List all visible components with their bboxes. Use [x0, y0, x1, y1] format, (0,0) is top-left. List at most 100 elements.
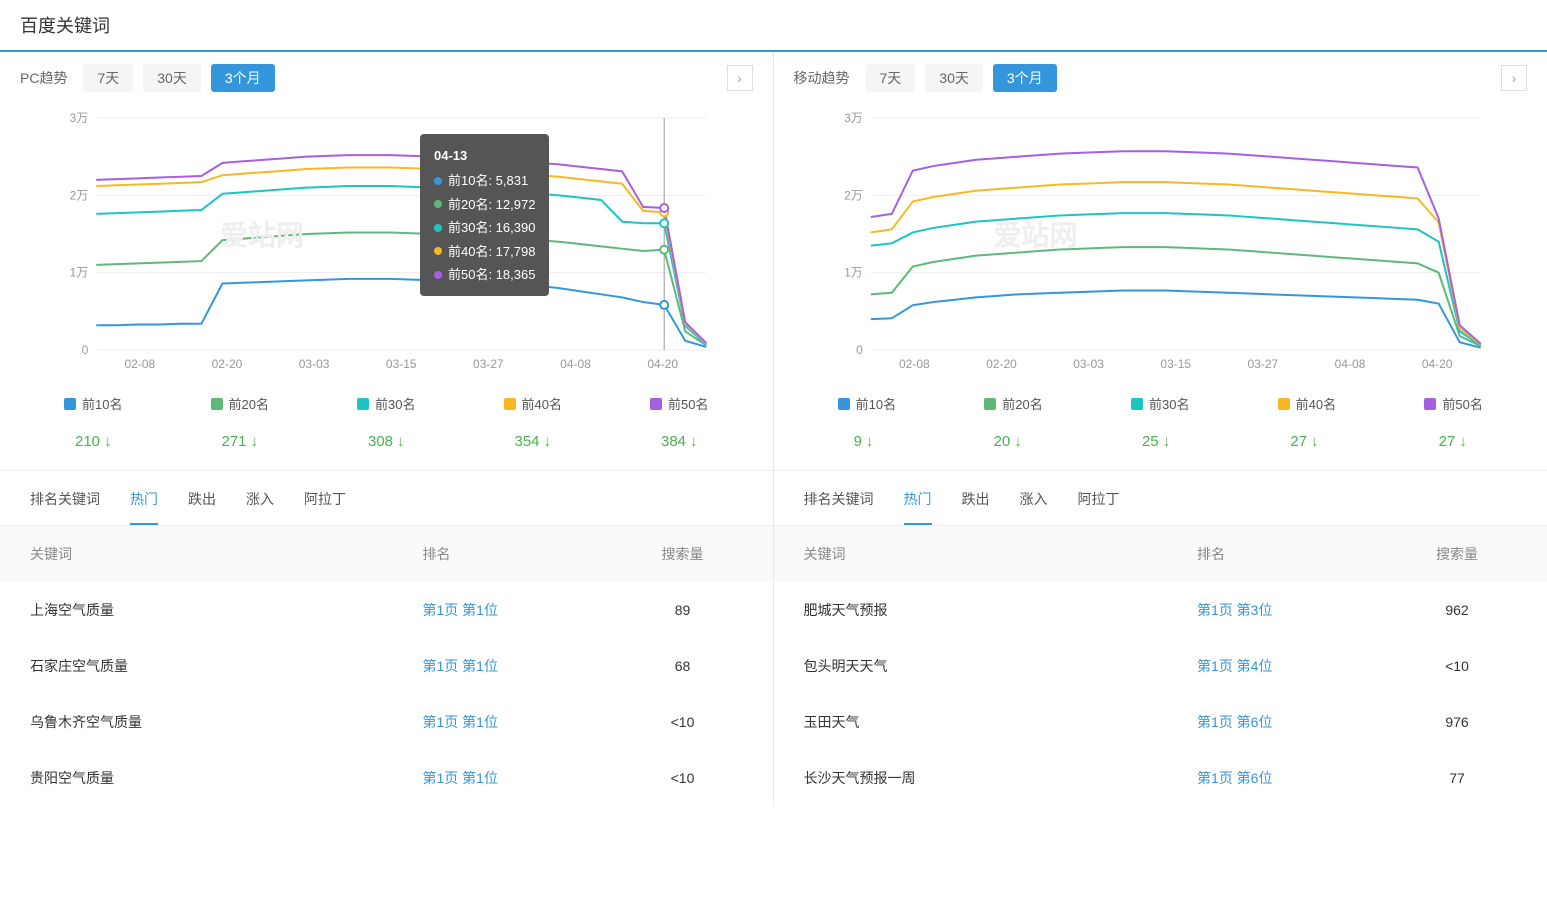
- mobile-delta-3: 27: [1290, 433, 1318, 450]
- svg-text:03-27: 03-27: [1247, 357, 1278, 371]
- mobile-legend-2[interactable]: 前30名: [1131, 394, 1189, 413]
- rank-link[interactable]: 第1页 第1位: [423, 656, 623, 676]
- mobile-next-icon[interactable]: ›: [1501, 65, 1527, 91]
- mobile-table-row: 玉田天气第1页 第6位976: [774, 694, 1547, 750]
- mobile-delta-0: 9: [854, 433, 874, 450]
- pc-next-icon[interactable]: ›: [727, 65, 753, 91]
- keyword-cell: 乌鲁木齐空气质量: [30, 712, 423, 732]
- pc-chart: 爱站网01万2万3万02-0802-2003-0303-1503-2704-08…: [0, 104, 773, 374]
- svg-text:2万: 2万: [70, 188, 89, 202]
- pc-tab-3[interactable]: 涨入: [246, 489, 274, 525]
- mobile-delta-4: 27: [1439, 433, 1467, 450]
- mobile-legend-3[interactable]: 前40名: [1278, 394, 1336, 413]
- svg-text:04-20: 04-20: [1421, 357, 1452, 371]
- mobile-range-1[interactable]: 30天: [925, 64, 983, 92]
- mobile-legend-4[interactable]: 前50名: [1424, 394, 1482, 413]
- mobile-chart: 爱站网01万2万3万02-0802-2003-0303-1503-2704-08…: [774, 104, 1547, 374]
- rank-link[interactable]: 第1页 第6位: [1197, 712, 1397, 732]
- mobile-panel: 移动趋势7天30天3个月›爱站网01万2万3万02-0802-2003-0303…: [774, 52, 1547, 806]
- volume-cell: 77: [1397, 770, 1517, 786]
- mobile-tab-2[interactable]: 跌出: [962, 489, 990, 525]
- svg-text:1万: 1万: [844, 266, 863, 280]
- mobile-tab-1[interactable]: 热门: [904, 489, 932, 525]
- svg-text:3万: 3万: [70, 111, 89, 125]
- pc-delta-0: 210: [75, 433, 112, 450]
- mobile-range-0[interactable]: 7天: [866, 64, 916, 92]
- mobile-tab-3[interactable]: 涨入: [1020, 489, 1048, 525]
- pc-trend-label: PC趋势: [20, 68, 67, 88]
- rank-link[interactable]: 第1页 第1位: [423, 768, 623, 788]
- svg-text:03-27: 03-27: [473, 357, 504, 371]
- volume-cell: 89: [623, 602, 743, 618]
- keyword-cell: 石家庄空气质量: [30, 656, 423, 676]
- mobile-legend-1[interactable]: 前20名: [984, 394, 1042, 413]
- keyword-cell: 玉田天气: [804, 712, 1198, 732]
- volume-cell: 976: [1397, 714, 1517, 730]
- svg-text:02-20: 02-20: [986, 357, 1017, 371]
- svg-text:02-08: 02-08: [124, 357, 155, 371]
- page-title: 百度关键词: [0, 0, 1547, 52]
- pc-legend-4[interactable]: 前50名: [650, 394, 708, 413]
- pc-panel: PC趋势7天30天3个月›爱站网01万2万3万02-0802-2003-0303…: [0, 52, 774, 806]
- volume-cell: 68: [623, 658, 743, 674]
- svg-text:0: 0: [856, 343, 863, 357]
- pc-table-row: 乌鲁木齐空气质量第1页 第1位<10: [0, 694, 773, 750]
- svg-text:03-03: 03-03: [1073, 357, 1104, 371]
- pc-delta-3: 354: [514, 433, 551, 450]
- mobile-table-head: 关键词排名搜索量: [774, 526, 1547, 582]
- rank-link[interactable]: 第1页 第6位: [1197, 768, 1397, 788]
- svg-text:03-15: 03-15: [386, 357, 417, 371]
- rank-link[interactable]: 第1页 第1位: [423, 600, 623, 620]
- pc-legend-2[interactable]: 前30名: [357, 394, 415, 413]
- pc-legend-1[interactable]: 前20名: [211, 394, 269, 413]
- volume-cell: <10: [623, 770, 743, 786]
- mobile-legend-0[interactable]: 前10名: [838, 394, 896, 413]
- svg-text:2万: 2万: [844, 188, 863, 202]
- mobile-table-row: 肥城天气预报第1页 第3位962: [774, 582, 1547, 638]
- pc-delta-2: 308: [368, 433, 405, 450]
- svg-text:0: 0: [82, 343, 89, 357]
- pc-range-0[interactable]: 7天: [83, 64, 133, 92]
- svg-text:3万: 3万: [844, 111, 863, 125]
- svg-text:1万: 1万: [70, 266, 89, 280]
- mobile-table-row: 包头明天天气第1页 第4位<10: [774, 638, 1547, 694]
- pc-range-1[interactable]: 30天: [143, 64, 201, 92]
- svg-text:03-15: 03-15: [1160, 357, 1191, 371]
- pc-delta-4: 384: [661, 433, 698, 450]
- mobile-range-2[interactable]: 3个月: [993, 64, 1057, 92]
- svg-text:04-20: 04-20: [647, 357, 678, 371]
- pc-legend-0[interactable]: 前10名: [64, 394, 122, 413]
- mobile-tab-0[interactable]: 排名关键词: [804, 489, 874, 525]
- keyword-cell: 贵阳空气质量: [30, 768, 423, 788]
- mobile-delta-2: 25: [1142, 433, 1170, 450]
- pc-table-head: 关键词排名搜索量: [0, 526, 773, 582]
- pc-delta-1: 271: [221, 433, 258, 450]
- volume-cell: <10: [623, 714, 743, 730]
- pc-legend-3[interactable]: 前40名: [504, 394, 562, 413]
- rank-link[interactable]: 第1页 第1位: [423, 712, 623, 732]
- pc-table-row: 上海空气质量第1页 第1位89: [0, 582, 773, 638]
- rank-link[interactable]: 第1页 第4位: [1197, 656, 1397, 676]
- pc-table-row: 贵阳空气质量第1页 第1位<10: [0, 750, 773, 806]
- keyword-cell: 肥城天气预报: [804, 600, 1198, 620]
- svg-text:04-08: 04-08: [560, 357, 591, 371]
- pc-tab-1[interactable]: 热门: [130, 489, 158, 525]
- volume-cell: <10: [1397, 658, 1517, 674]
- svg-text:04-08: 04-08: [1334, 357, 1365, 371]
- mobile-delta-1: 20: [994, 433, 1022, 450]
- pc-tab-2[interactable]: 跌出: [188, 489, 216, 525]
- pc-tab-0[interactable]: 排名关键词: [30, 489, 100, 525]
- keyword-cell: 包头明天天气: [804, 656, 1198, 676]
- svg-text:03-03: 03-03: [299, 357, 330, 371]
- volume-cell: 962: [1397, 602, 1517, 618]
- mobile-tab-4[interactable]: 阿拉丁: [1078, 489, 1120, 525]
- keyword-cell: 上海空气质量: [30, 600, 423, 620]
- svg-text:02-08: 02-08: [898, 357, 929, 371]
- keyword-cell: 长沙天气预报一周: [804, 768, 1198, 788]
- pc-tab-4[interactable]: 阿拉丁: [304, 489, 346, 525]
- pc-range-2[interactable]: 3个月: [211, 64, 275, 92]
- mobile-trend-label: 移动趋势: [794, 68, 850, 88]
- svg-text:02-20: 02-20: [212, 357, 243, 371]
- mobile-table-row: 长沙天气预报一周第1页 第6位77: [774, 750, 1547, 806]
- rank-link[interactable]: 第1页 第3位: [1197, 600, 1397, 620]
